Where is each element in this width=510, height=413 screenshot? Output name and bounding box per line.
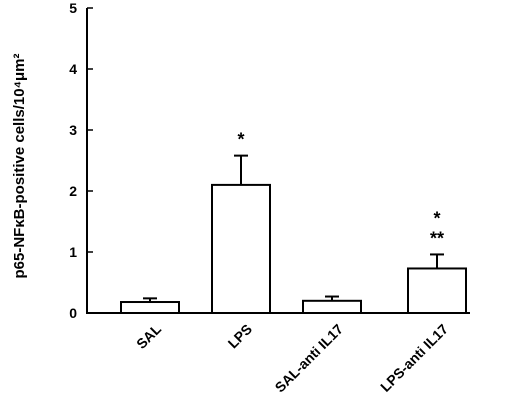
significance-annotations: **** bbox=[237, 130, 444, 249]
category-label: LPS bbox=[225, 321, 256, 352]
y-tick-labels: 0 1 2 3 4 5 bbox=[69, 0, 77, 321]
significance-label: * bbox=[433, 208, 440, 228]
y-tick-label: 4 bbox=[69, 61, 77, 77]
bars bbox=[120, 183, 467, 314]
y-tick-label: 5 bbox=[69, 0, 77, 16]
bar bbox=[407, 267, 467, 314]
category-label: LPS-anti IL17 bbox=[377, 321, 451, 395]
y-tick-label: 3 bbox=[69, 122, 77, 138]
significance-label: ** bbox=[430, 228, 444, 248]
bar bbox=[211, 183, 271, 314]
y-axis-title: p65-NFκB-positive cells/10⁴μm² bbox=[11, 53, 28, 278]
error-bars bbox=[143, 154, 444, 303]
y-axis bbox=[86, 7, 93, 314]
x-category-labels: SAL LPS SAL-anti IL17 LPS-anti IL17 bbox=[133, 320, 451, 395]
category-label: SAL-anti IL17 bbox=[272, 321, 347, 396]
bar bbox=[302, 299, 362, 314]
bar bbox=[120, 301, 180, 314]
y-tick-label: 1 bbox=[69, 244, 77, 260]
y-tick-label: 2 bbox=[69, 183, 77, 199]
y-tick-label: 0 bbox=[69, 305, 77, 321]
category-label: SAL bbox=[133, 320, 164, 351]
significance-label: * bbox=[237, 130, 244, 150]
